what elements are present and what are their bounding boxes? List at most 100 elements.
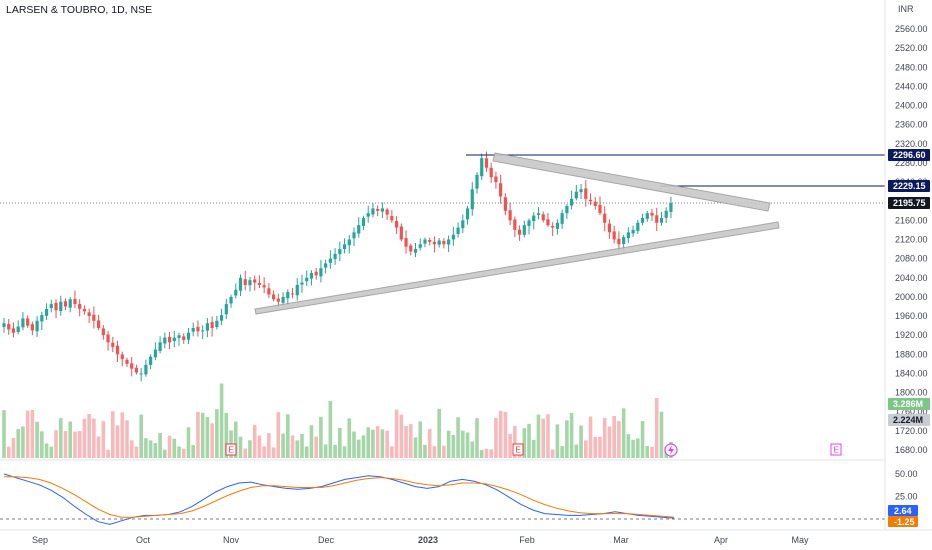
- volume-bar: [163, 449, 167, 458]
- volume-bar: [560, 446, 564, 458]
- volume-bar: [451, 434, 456, 458]
- volume-bar: [522, 428, 527, 458]
- volume-bar: [484, 448, 489, 458]
- volume-bar: [418, 421, 423, 458]
- candlesticks: [2, 151, 673, 382]
- volume-bar: [30, 409, 35, 458]
- volume-bar: [546, 414, 550, 458]
- candle-body: [290, 293, 295, 295]
- volume-bar: [555, 424, 560, 458]
- volume-bar: [87, 413, 91, 458]
- candle-body: [669, 203, 673, 212]
- time-tick-label: Apr: [714, 535, 728, 545]
- candle-body: [153, 349, 157, 358]
- candle-body: [461, 220, 465, 229]
- volume-bar: [101, 421, 106, 458]
- time-tick-label: Oct: [136, 535, 151, 545]
- volume-bar: [21, 426, 25, 458]
- candle-body: [593, 201, 597, 207]
- candle-body: [607, 223, 612, 233]
- volume-bar: [314, 436, 318, 458]
- candle-body: [546, 219, 550, 226]
- volume-bar: [153, 443, 158, 458]
- candle-body: [201, 330, 205, 332]
- volume-bar: [361, 435, 366, 458]
- candle-body: [409, 245, 413, 252]
- volume-bar: [432, 446, 437, 458]
- price-tick-label: 2360.00: [895, 120, 928, 130]
- currency-label: INR: [898, 4, 914, 14]
- earnings-marker-label: E: [834, 446, 839, 455]
- volume-bar: [276, 412, 281, 458]
- earnings-marker-label: E: [516, 446, 521, 455]
- candle-body: [555, 222, 560, 229]
- volume-bar: [186, 427, 191, 458]
- volume-bar: [125, 420, 129, 458]
- candle-body: [163, 337, 167, 344]
- candle-body: [645, 213, 649, 219]
- candle-body: [380, 208, 384, 212]
- volume-bar: [77, 431, 82, 458]
- candle-body: [451, 234, 455, 240]
- price-tick-label: 2440.00: [895, 81, 928, 91]
- candle-body: [551, 226, 555, 228]
- time-tick-label: May: [791, 535, 809, 545]
- candle-body: [54, 302, 58, 311]
- candle-body: [101, 328, 105, 336]
- candle-body: [205, 323, 209, 331]
- candle-body: [238, 277, 243, 291]
- candle-body: [470, 189, 474, 210]
- candle-body: [579, 189, 583, 193]
- volume-bar: [295, 440, 300, 458]
- osc-line-fast: [3, 473, 675, 525]
- volume-tag-3286: 3.286M: [893, 399, 923, 409]
- candle-body: [570, 198, 574, 206]
- candle-body: [361, 217, 366, 226]
- candle-body: [484, 158, 489, 168]
- volume-bar: [6, 446, 11, 458]
- candle-body: [305, 277, 309, 282]
- volume-bar: [158, 433, 162, 458]
- volume-bar: [569, 412, 574, 458]
- candle-body: [82, 309, 87, 312]
- candle-body: [603, 213, 607, 223]
- candle-body: [7, 323, 11, 330]
- candle-body: [253, 279, 257, 283]
- candle-body: [428, 240, 432, 242]
- volume-bar: [541, 418, 546, 458]
- volume-tag-3286-bg: [888, 398, 930, 410]
- volume-bar: [58, 418, 63, 458]
- volume-bar: [304, 446, 309, 458]
- candle-body: [437, 240, 441, 245]
- volume-bar: [427, 429, 432, 458]
- candle-body: [172, 337, 176, 342]
- volume-bar: [210, 423, 214, 458]
- volume-bar: [54, 430, 58, 458]
- price-tick-label: 1840.00: [895, 368, 928, 378]
- candle-body: [177, 335, 181, 338]
- price-tick-label: 2120.00: [895, 235, 928, 245]
- volume-bar: [612, 415, 616, 458]
- volume-bar: [626, 434, 631, 458]
- candle-body: [16, 326, 20, 332]
- candle-body: [432, 241, 437, 245]
- candle-body: [503, 197, 507, 211]
- volume-bar: [404, 426, 408, 458]
- candle-body: [134, 367, 139, 373]
- volume-bar: [479, 449, 484, 458]
- volume-bar: [215, 409, 219, 458]
- candle-body: [224, 304, 228, 315]
- candle-body: [167, 336, 172, 343]
- candle-body: [338, 249, 342, 255]
- volume-bar: [423, 444, 427, 458]
- volume-bar: [465, 432, 470, 458]
- volume-bar: [650, 446, 654, 458]
- candle-body: [399, 226, 403, 240]
- candle-body: [347, 239, 351, 246]
- triangle-upper-band: [492, 152, 771, 212]
- candle-body: [272, 294, 276, 300]
- volume-bar: [446, 430, 451, 458]
- candle-body: [73, 298, 77, 305]
